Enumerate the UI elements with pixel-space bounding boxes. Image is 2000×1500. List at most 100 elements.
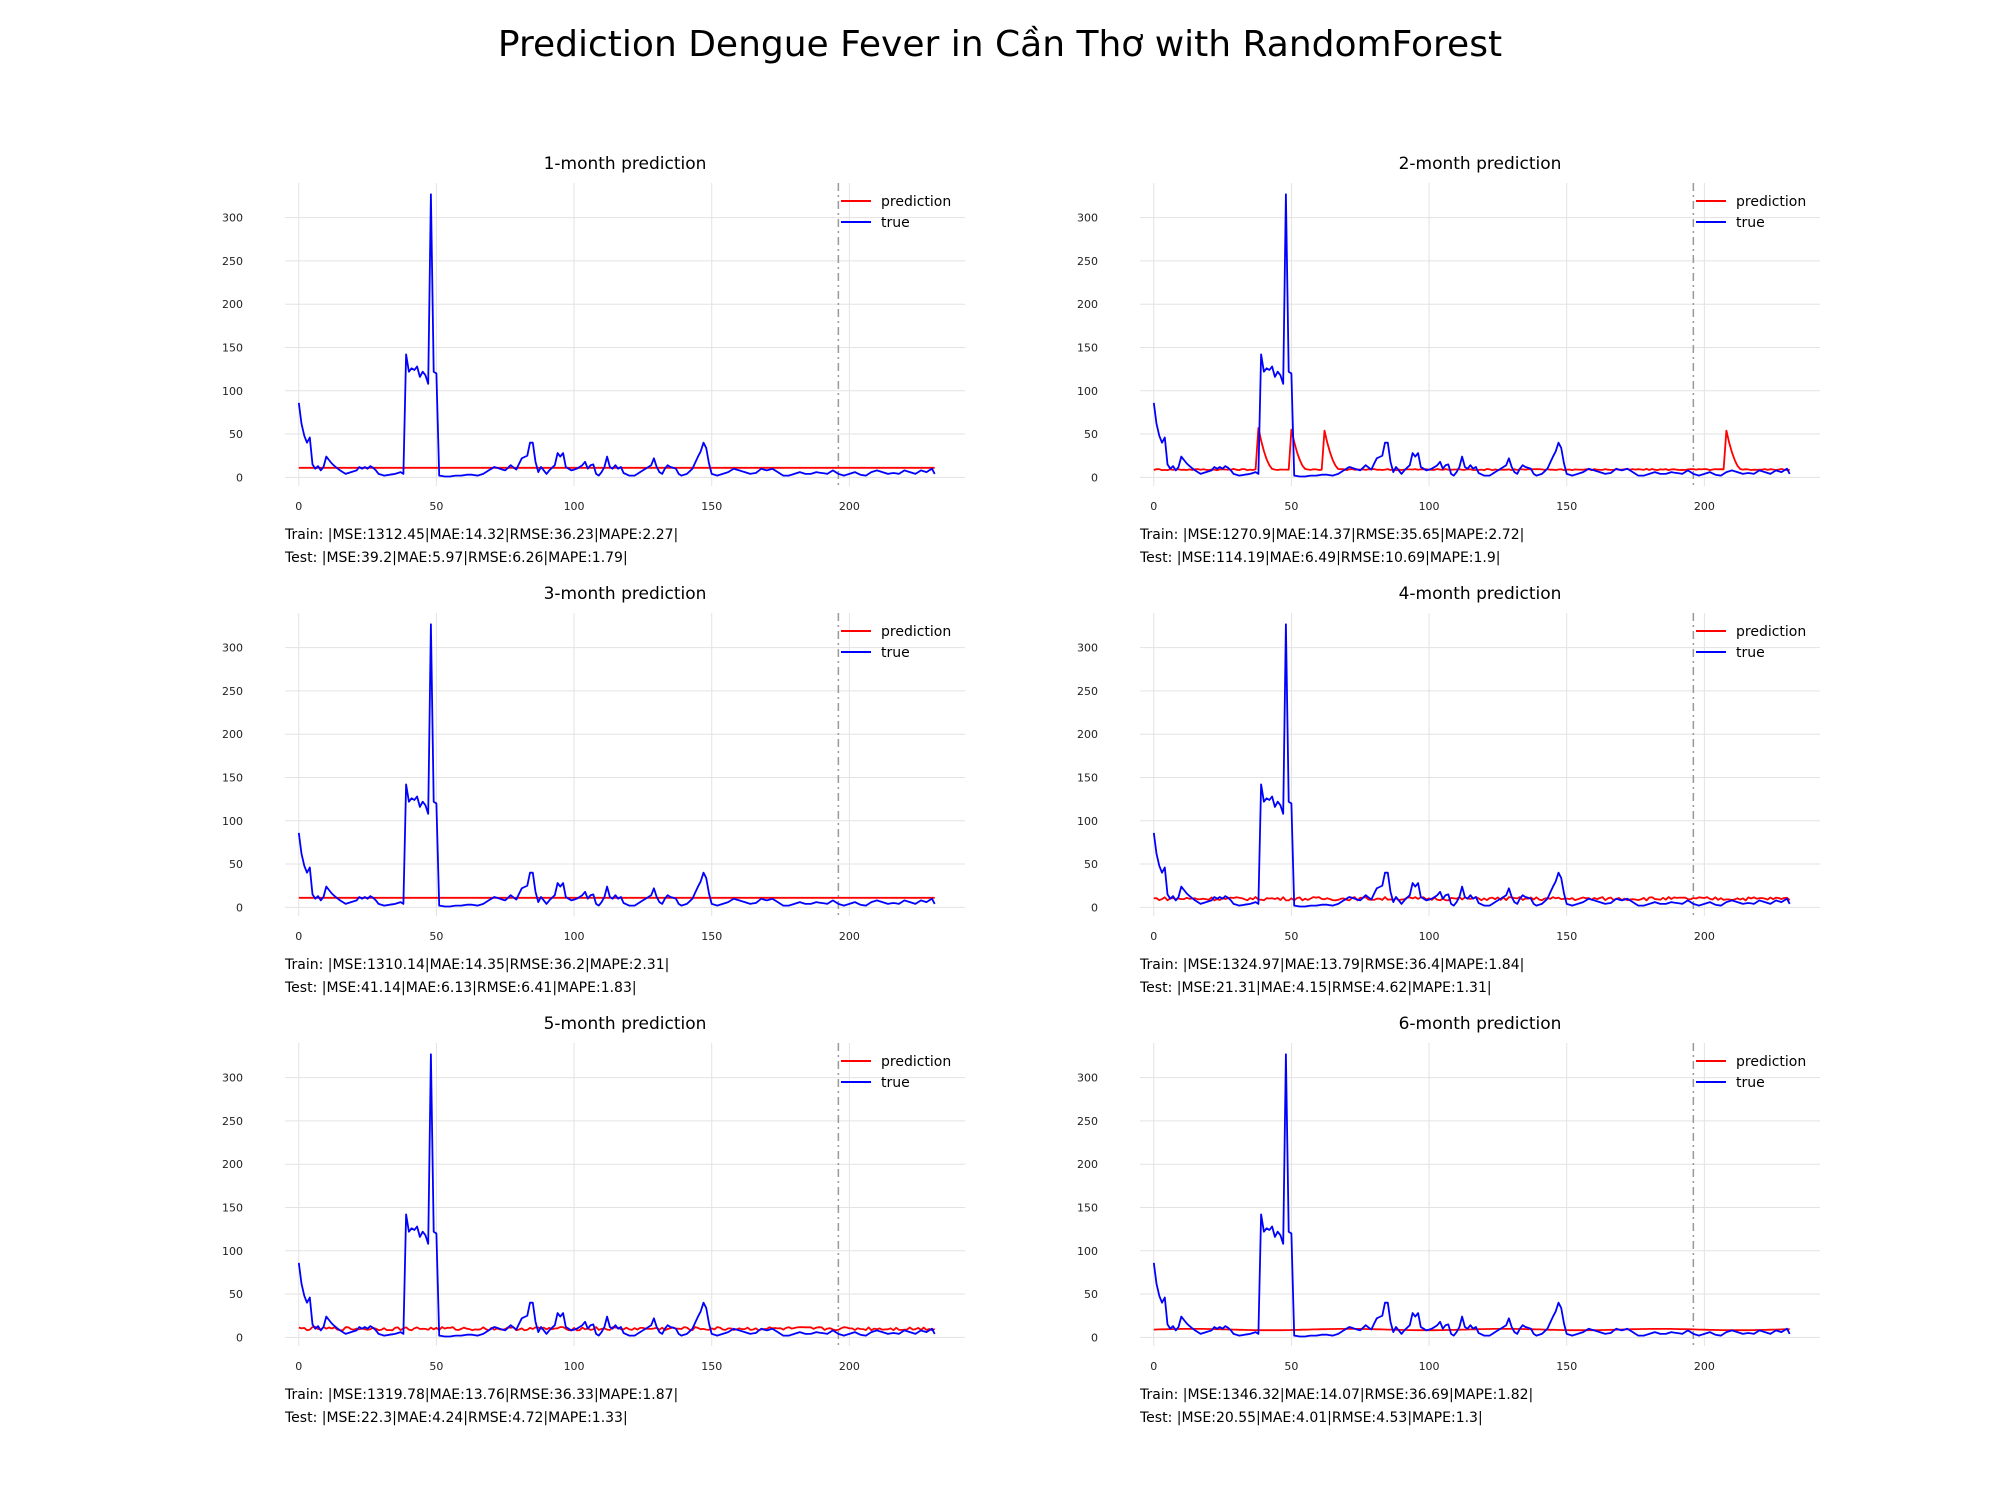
x-tick-label: 0	[295, 1360, 302, 1373]
x-tick-label: 200	[839, 930, 860, 943]
x-tick-label: 150	[701, 1360, 722, 1373]
train-metrics-text: Train: |MSE:1270.9|MAE:14.37|RMSE:35.65|…	[1139, 527, 1524, 543]
legend-label-true: true	[881, 1075, 910, 1091]
legend-label-prediction: prediction	[881, 194, 951, 210]
y-tick-label: 250	[222, 255, 243, 268]
y-tick-label: 150	[1077, 1201, 1098, 1214]
x-tick-label: 100	[564, 500, 585, 513]
series-line-prediction	[1153, 896, 1791, 902]
chart-panel-5: 0 50 100 150 200 250 300 0 50 100 150 200 5-month pr…	[222, 1014, 965, 1426]
y-tick-label: 250	[222, 685, 243, 698]
y-tick-label: 200	[1077, 1158, 1098, 1171]
y-tick-label: 100	[1077, 1245, 1098, 1258]
y-tick-label: 150	[1077, 341, 1098, 354]
x-tick-label: 200	[1694, 500, 1715, 513]
chart-panel-4: 0 50 100 150 200 250 300 0 50 100 150 200 4-month pr…	[1077, 584, 1820, 996]
test-metrics-text: Test: |MSE:41.14|MAE:6.13|RMSE:6.41|MAPE…	[284, 980, 637, 996]
legend-label-true: true	[1736, 215, 1765, 231]
y-tick-label: 200	[222, 298, 243, 311]
y-tick-label: 300	[1077, 642, 1098, 655]
panel-title: 4-month prediction	[1399, 584, 1562, 604]
y-tick-label: 200	[1077, 728, 1098, 741]
x-tick-label: 0	[1150, 500, 1157, 513]
panel-title: 2-month prediction	[1399, 154, 1562, 174]
figure-title: Prediction Dengue Fever in Cần Thơ with …	[497, 24, 1503, 65]
y-tick-label: 300	[222, 212, 243, 225]
y-tick-label: 300	[222, 642, 243, 655]
y-tick-label: 150	[222, 341, 243, 354]
y-tick-label: 150	[222, 1201, 243, 1214]
series-line-true	[1152, 623, 1791, 908]
test-metrics-text: Test: |MSE:20.55|MAE:4.01|RMSE:4.53|MAPE…	[1139, 1410, 1483, 1426]
legend-label-prediction: prediction	[881, 1054, 951, 1070]
y-tick-label: 200	[1077, 298, 1098, 311]
y-tick-label: 300	[1077, 1072, 1098, 1085]
train-metrics-text: Train: |MSE:1346.32|MAE:14.07|RMSE:36.69…	[1139, 1387, 1533, 1403]
x-tick-label: 200	[1694, 930, 1715, 943]
legend-label-prediction: prediction	[881, 624, 951, 640]
chart-panel-3: 0 50 100 150 200 250 300 0 50 100 150 200 3-month pr…	[222, 584, 965, 996]
series-line-prediction	[1153, 1328, 1790, 1332]
x-tick-label: 200	[1694, 1360, 1715, 1373]
y-tick-label: 300	[222, 1072, 243, 1085]
legend-label-true: true	[1736, 1075, 1765, 1091]
legend-label-true: true	[1736, 645, 1765, 661]
y-tick-label: 300	[1077, 212, 1098, 225]
test-metrics-text: Test: |MSE:22.3|MAE:4.24|RMSE:4.72|MAPE:…	[284, 1410, 628, 1426]
series-line-true	[1152, 1053, 1791, 1338]
y-tick-label: 100	[1077, 815, 1098, 828]
chart-panel-1: 0 50 100 150 200 250 300 0 50 100 150 200 1-month pr…	[222, 154, 965, 566]
chart-panel-6: 0 50 100 150 200 250 300 0 50 100 150 200 6-month pr…	[1077, 1014, 1820, 1426]
series-line-true	[297, 1053, 936, 1338]
y-tick-label: 50	[1084, 858, 1098, 871]
series-line-true	[297, 193, 936, 478]
x-tick-label: 0	[1150, 1360, 1157, 1373]
test-metrics-text: Test: |MSE:21.31|MAE:4.15|RMSE:4.62|MAPE…	[1139, 980, 1492, 996]
x-tick-label: 200	[839, 500, 860, 513]
panel-title: 6-month prediction	[1399, 1014, 1562, 1034]
panel-title: 5-month prediction	[544, 1014, 707, 1034]
x-tick-label: 50	[1284, 930, 1298, 943]
legend-label-prediction: prediction	[1736, 194, 1806, 210]
x-tick-label: 100	[1419, 1360, 1440, 1373]
x-tick-label: 50	[1284, 1360, 1298, 1373]
x-tick-label: 100	[564, 930, 585, 943]
y-tick-label: 200	[222, 1158, 243, 1171]
y-tick-label: 50	[229, 428, 243, 441]
x-tick-label: 0	[1150, 930, 1157, 943]
x-tick-label: 150	[701, 500, 722, 513]
y-tick-label: 0	[236, 471, 243, 484]
y-tick-label: 0	[1091, 1331, 1098, 1344]
y-tick-label: 200	[222, 728, 243, 741]
x-tick-label: 50	[429, 1360, 443, 1373]
y-tick-label: 50	[229, 1288, 243, 1301]
series-line-true	[1152, 193, 1791, 478]
y-tick-label: 100	[222, 385, 243, 398]
y-tick-label: 50	[1084, 428, 1098, 441]
test-metrics-text: Test: |MSE:39.2|MAE:5.97|RMSE:6.26|MAPE:…	[284, 550, 628, 566]
y-tick-label: 100	[1077, 385, 1098, 398]
chart-panel-2: 0 50 100 150 200 250 300 0 50 100 150 200 2-month pr…	[1077, 154, 1820, 566]
x-tick-label: 100	[564, 1360, 585, 1373]
y-tick-label: 100	[222, 815, 243, 828]
x-tick-label: 50	[1284, 500, 1298, 513]
y-tick-label: 0	[1091, 471, 1098, 484]
train-metrics-text: Train: |MSE:1324.97|MAE:13.79|RMSE:36.4|…	[1139, 957, 1524, 973]
x-tick-label: 50	[429, 500, 443, 513]
legend-label-prediction: prediction	[1736, 1054, 1806, 1070]
x-tick-label: 150	[701, 930, 722, 943]
x-tick-label: 0	[295, 930, 302, 943]
y-tick-label: 0	[236, 901, 243, 914]
x-tick-label: 150	[1556, 500, 1577, 513]
y-tick-label: 150	[1077, 771, 1098, 784]
x-tick-label: 200	[839, 1360, 860, 1373]
y-tick-label: 50	[229, 858, 243, 871]
legend-label-true: true	[881, 215, 910, 231]
x-tick-label: 100	[1419, 930, 1440, 943]
x-tick-label: 50	[429, 930, 443, 943]
y-tick-label: 150	[222, 771, 243, 784]
train-metrics-text: Train: |MSE:1310.14|MAE:14.35|RMSE:36.2|…	[284, 957, 669, 973]
x-tick-label: 100	[1419, 500, 1440, 513]
y-tick-label: 100	[222, 1245, 243, 1258]
